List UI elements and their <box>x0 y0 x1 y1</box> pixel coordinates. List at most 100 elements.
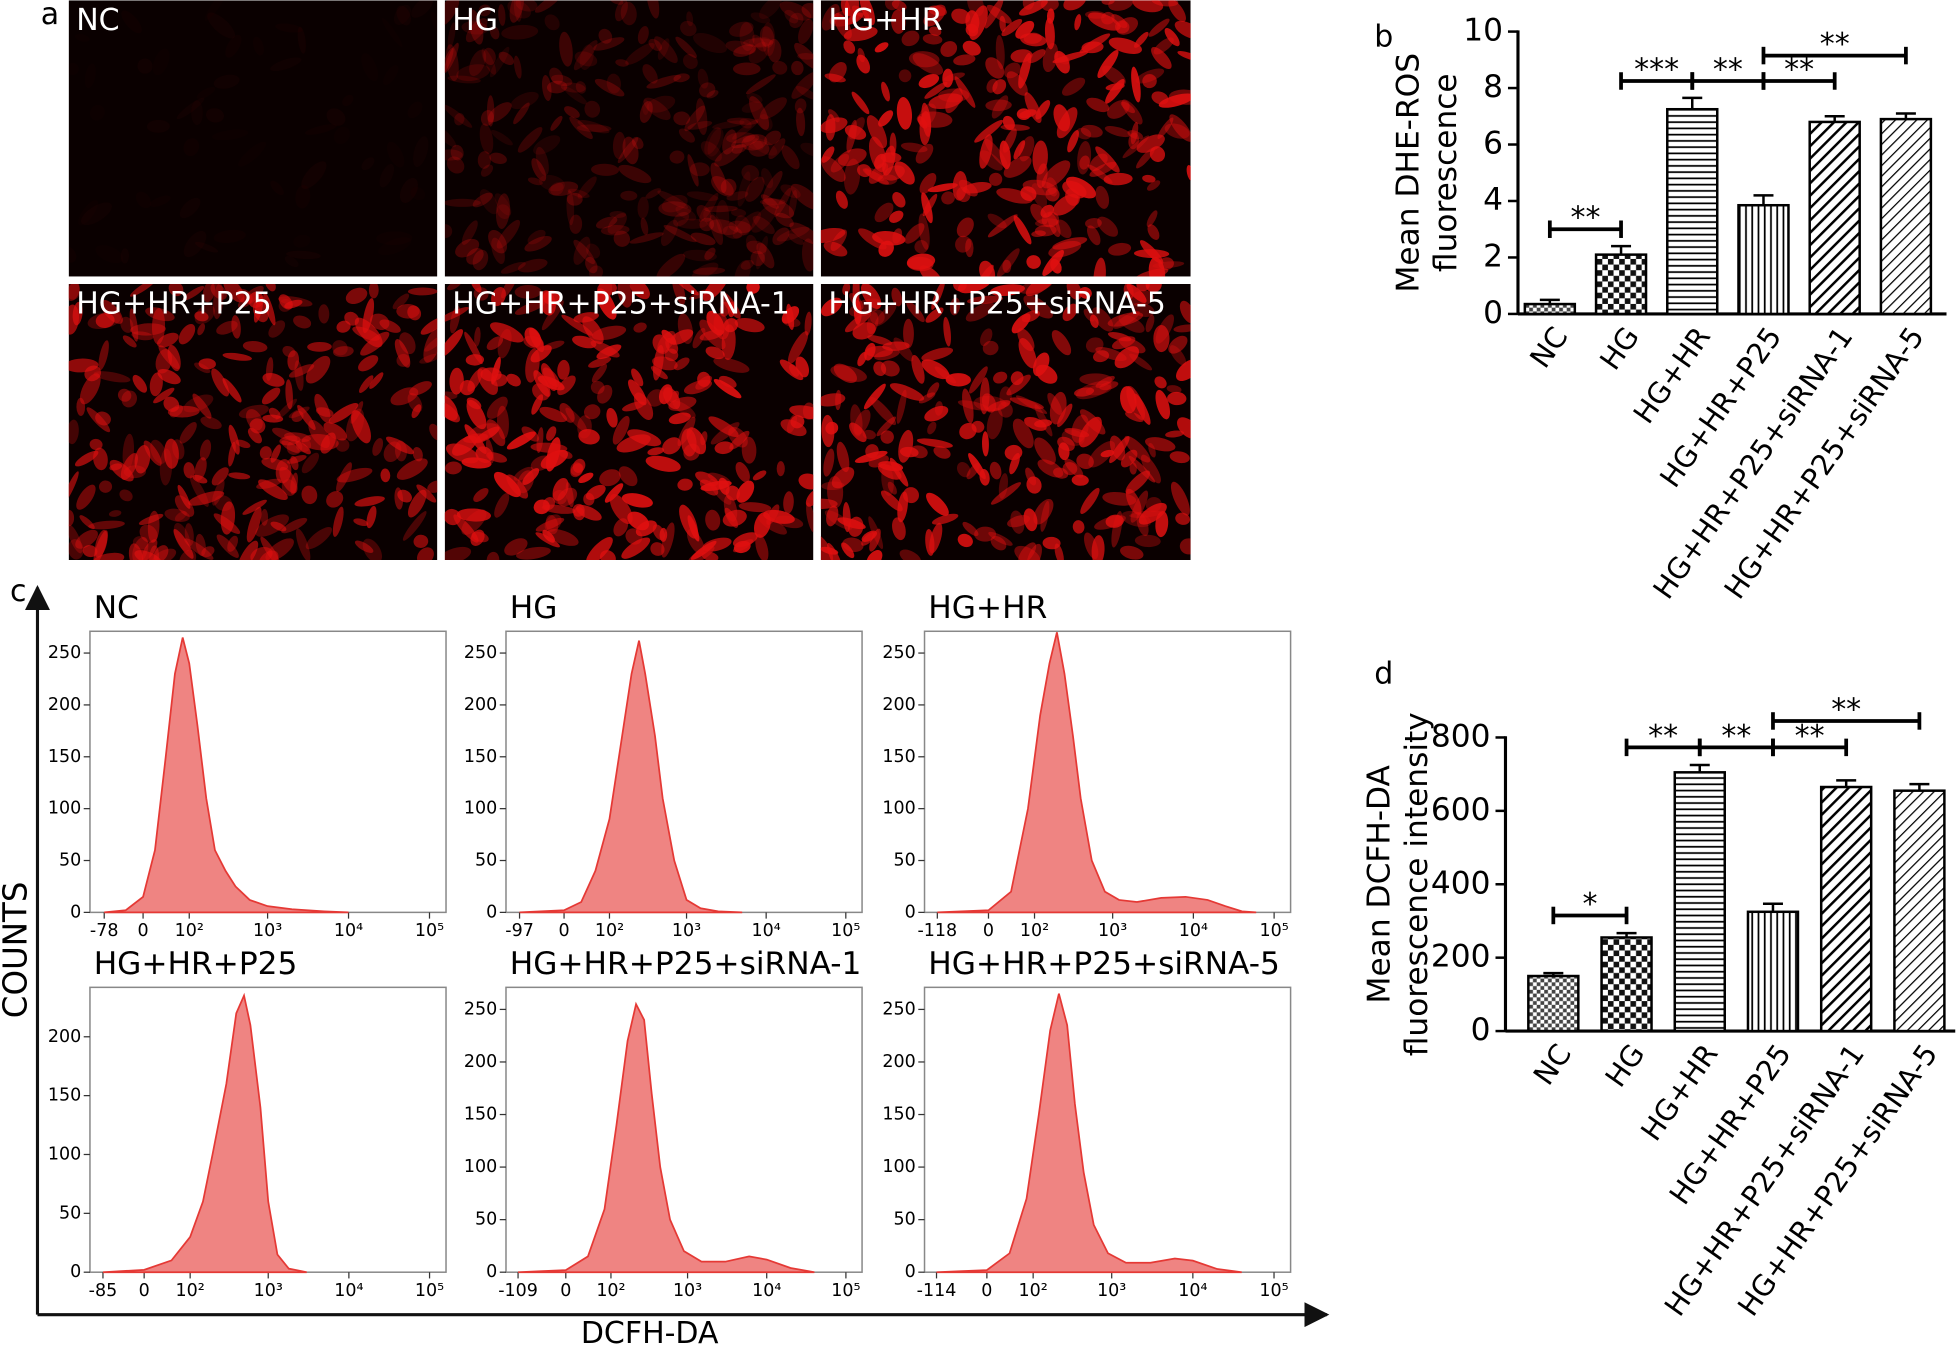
cell <box>796 107 806 137</box>
cell <box>874 202 894 223</box>
bar <box>1893 789 1946 1033</box>
cell <box>211 467 229 486</box>
cell <box>509 0 525 23</box>
cell <box>679 504 698 539</box>
cell <box>351 410 371 444</box>
cell <box>805 489 814 507</box>
cell <box>617 137 639 164</box>
cell <box>1168 89 1191 105</box>
cell <box>918 392 936 404</box>
cell <box>138 513 164 525</box>
significance-label: * <box>1582 887 1597 922</box>
cell <box>470 283 482 293</box>
cell <box>479 123 494 155</box>
cell <box>237 540 259 561</box>
cell <box>858 228 887 250</box>
cell <box>195 533 206 557</box>
y-tick-label: 250 <box>882 999 915 1019</box>
cell <box>873 361 887 377</box>
cell <box>396 303 420 319</box>
cell <box>686 11 694 27</box>
cell <box>588 356 612 368</box>
cell <box>480 164 494 177</box>
cell <box>1056 107 1078 139</box>
y-tick-label: 50 <box>59 1203 81 1223</box>
cell <box>1047 392 1062 415</box>
cell <box>332 506 344 537</box>
cell <box>705 509 721 531</box>
x-tick-label: 0 <box>981 1281 992 1301</box>
cell <box>220 501 236 535</box>
cell <box>1169 114 1191 142</box>
cell <box>677 313 693 345</box>
cell <box>456 64 491 82</box>
cell <box>739 22 755 52</box>
cell <box>1041 211 1059 228</box>
cell <box>786 303 795 330</box>
cell <box>933 446 951 459</box>
y-tick-label: 0 <box>486 1262 497 1282</box>
cell <box>1018 283 1053 294</box>
y-tick-label: 150 <box>48 1086 81 1106</box>
cell <box>486 452 508 463</box>
cell <box>903 318 914 349</box>
cell <box>675 206 697 221</box>
cell <box>583 404 601 420</box>
cell <box>246 506 262 543</box>
cell <box>201 546 215 558</box>
cell <box>461 21 489 35</box>
cell <box>628 379 647 406</box>
cell <box>305 355 331 384</box>
y-tick-label: 8 <box>1483 69 1503 105</box>
cell <box>1058 442 1070 461</box>
cell <box>411 404 422 419</box>
cell <box>1091 535 1105 561</box>
cell <box>1012 418 1034 449</box>
plot-frame <box>923 630 1292 914</box>
cell <box>1095 375 1115 388</box>
micrograph <box>444 283 814 561</box>
cell <box>693 32 728 54</box>
x-tick-label: 10² <box>175 921 204 941</box>
cell <box>1154 376 1167 389</box>
cell <box>472 249 489 271</box>
cell <box>837 148 867 167</box>
cell <box>444 391 458 400</box>
cell <box>745 234 758 254</box>
y-tick-label: 250 <box>464 999 497 1019</box>
cell <box>366 505 377 529</box>
cell <box>1052 194 1079 216</box>
cell <box>514 285 542 299</box>
y-tick-label: 100 <box>464 799 497 819</box>
cell <box>427 480 438 493</box>
cell <box>287 350 300 371</box>
cell <box>706 90 719 99</box>
cell <box>893 337 914 362</box>
micrograph <box>68 283 438 561</box>
cell <box>940 41 958 57</box>
cell <box>738 502 772 513</box>
cell <box>542 290 562 306</box>
cell <box>899 549 922 561</box>
cell <box>259 446 272 460</box>
x-tick-label: -85 <box>89 1281 118 1301</box>
cell <box>444 198 481 207</box>
cell <box>741 436 757 464</box>
cell <box>268 407 281 419</box>
cell <box>726 117 759 125</box>
cell <box>759 26 775 48</box>
cell <box>598 283 613 300</box>
micrograph-label: HG+HR <box>828 3 942 38</box>
cell <box>827 475 844 509</box>
cell <box>672 283 686 305</box>
cell <box>1136 134 1165 153</box>
cell <box>1142 174 1156 183</box>
cell <box>736 480 755 503</box>
cell <box>139 524 158 543</box>
cell <box>791 71 814 99</box>
cell <box>552 477 569 501</box>
cell <box>420 316 438 335</box>
cell <box>659 527 668 542</box>
cell <box>820 498 838 510</box>
cell <box>750 12 771 24</box>
